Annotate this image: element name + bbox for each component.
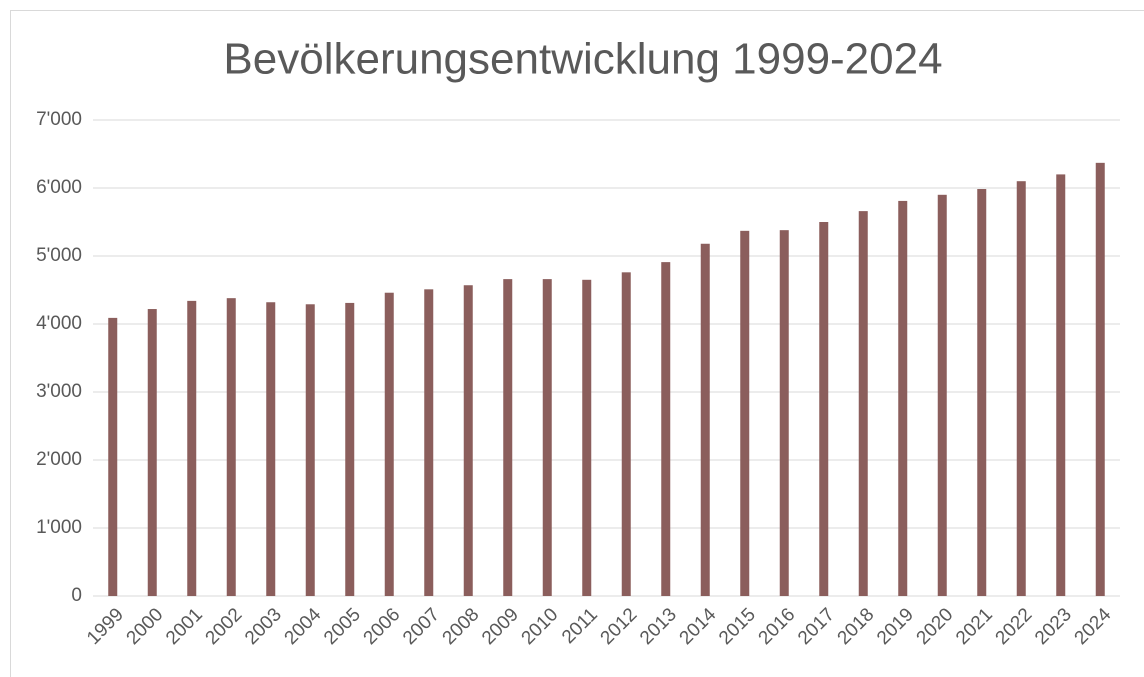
y-tick-label: 5'000: [36, 245, 82, 266]
y-tick-label: 6'000: [36, 177, 82, 198]
bar: [266, 302, 276, 596]
chart-border: [10, 10, 1144, 677]
x-tick-label: 2016: [755, 604, 800, 649]
bar: [503, 279, 513, 596]
bar: [108, 317, 118, 596]
x-tick-label: 2001: [162, 604, 207, 649]
y-tick-label: 7'000: [36, 109, 82, 130]
x-tick-label: 2018: [834, 604, 879, 649]
bar: [582, 279, 592, 596]
bar: [779, 230, 789, 596]
x-tick-label: 2012: [597, 604, 642, 649]
y-tick-label: 4'000: [36, 313, 82, 334]
x-tick-label: 2006: [360, 604, 405, 649]
y-tick-label: 3'000: [36, 381, 82, 402]
bar: [345, 302, 355, 596]
x-tick-label: 2009: [478, 604, 523, 649]
bar: [819, 222, 829, 596]
x-tick-label: 2007: [399, 604, 444, 649]
bar: [463, 285, 473, 596]
x-tick-label: 2015: [715, 604, 760, 649]
x-tick-label: 2003: [241, 604, 286, 649]
x-tick-label: 2019: [873, 604, 918, 649]
bar: [858, 211, 868, 596]
bar: [542, 279, 552, 596]
x-tick-label: 2000: [123, 604, 168, 649]
bar: [700, 243, 710, 596]
x-tick-label: 2017: [794, 604, 839, 649]
bar: [424, 289, 434, 596]
x-tick-label: 2004: [281, 604, 326, 649]
bar: [1056, 174, 1066, 596]
bar: [740, 230, 750, 596]
bar: [187, 300, 197, 596]
x-tick-label: 2008: [439, 604, 484, 649]
y-tick-label: 1'000: [36, 517, 82, 538]
bar: [1016, 181, 1026, 596]
x-tick-label: 2010: [518, 604, 563, 649]
bar: [226, 298, 236, 596]
bar: [977, 189, 987, 596]
bar: [384, 292, 394, 596]
y-tick-label: 2'000: [36, 449, 82, 470]
bar: [147, 309, 157, 596]
x-tick-label: 1999: [83, 604, 128, 649]
bar: [898, 200, 908, 597]
x-tick-label: 2005: [320, 604, 365, 649]
x-tick-label: 2022: [992, 604, 1037, 649]
bar: [621, 272, 631, 596]
x-tick-label: 2002: [202, 604, 247, 649]
x-tick-label: 2021: [952, 604, 997, 649]
x-tick-label: 2014: [676, 604, 721, 649]
x-tick-label: 2023: [1031, 604, 1076, 649]
x-tick-label: 2013: [636, 604, 681, 649]
bar: [1095, 162, 1105, 596]
bar: [305, 304, 315, 596]
x-tick-label: 2011: [558, 604, 602, 648]
x-tick-label: 2024: [1071, 604, 1116, 649]
x-tick-label: 2020: [913, 604, 958, 649]
y-tick-label: 0: [71, 585, 82, 606]
chart-title: Bevölkerungsentwicklung 1999-2024: [223, 35, 942, 84]
bar: [661, 262, 671, 596]
bar: [937, 194, 947, 597]
